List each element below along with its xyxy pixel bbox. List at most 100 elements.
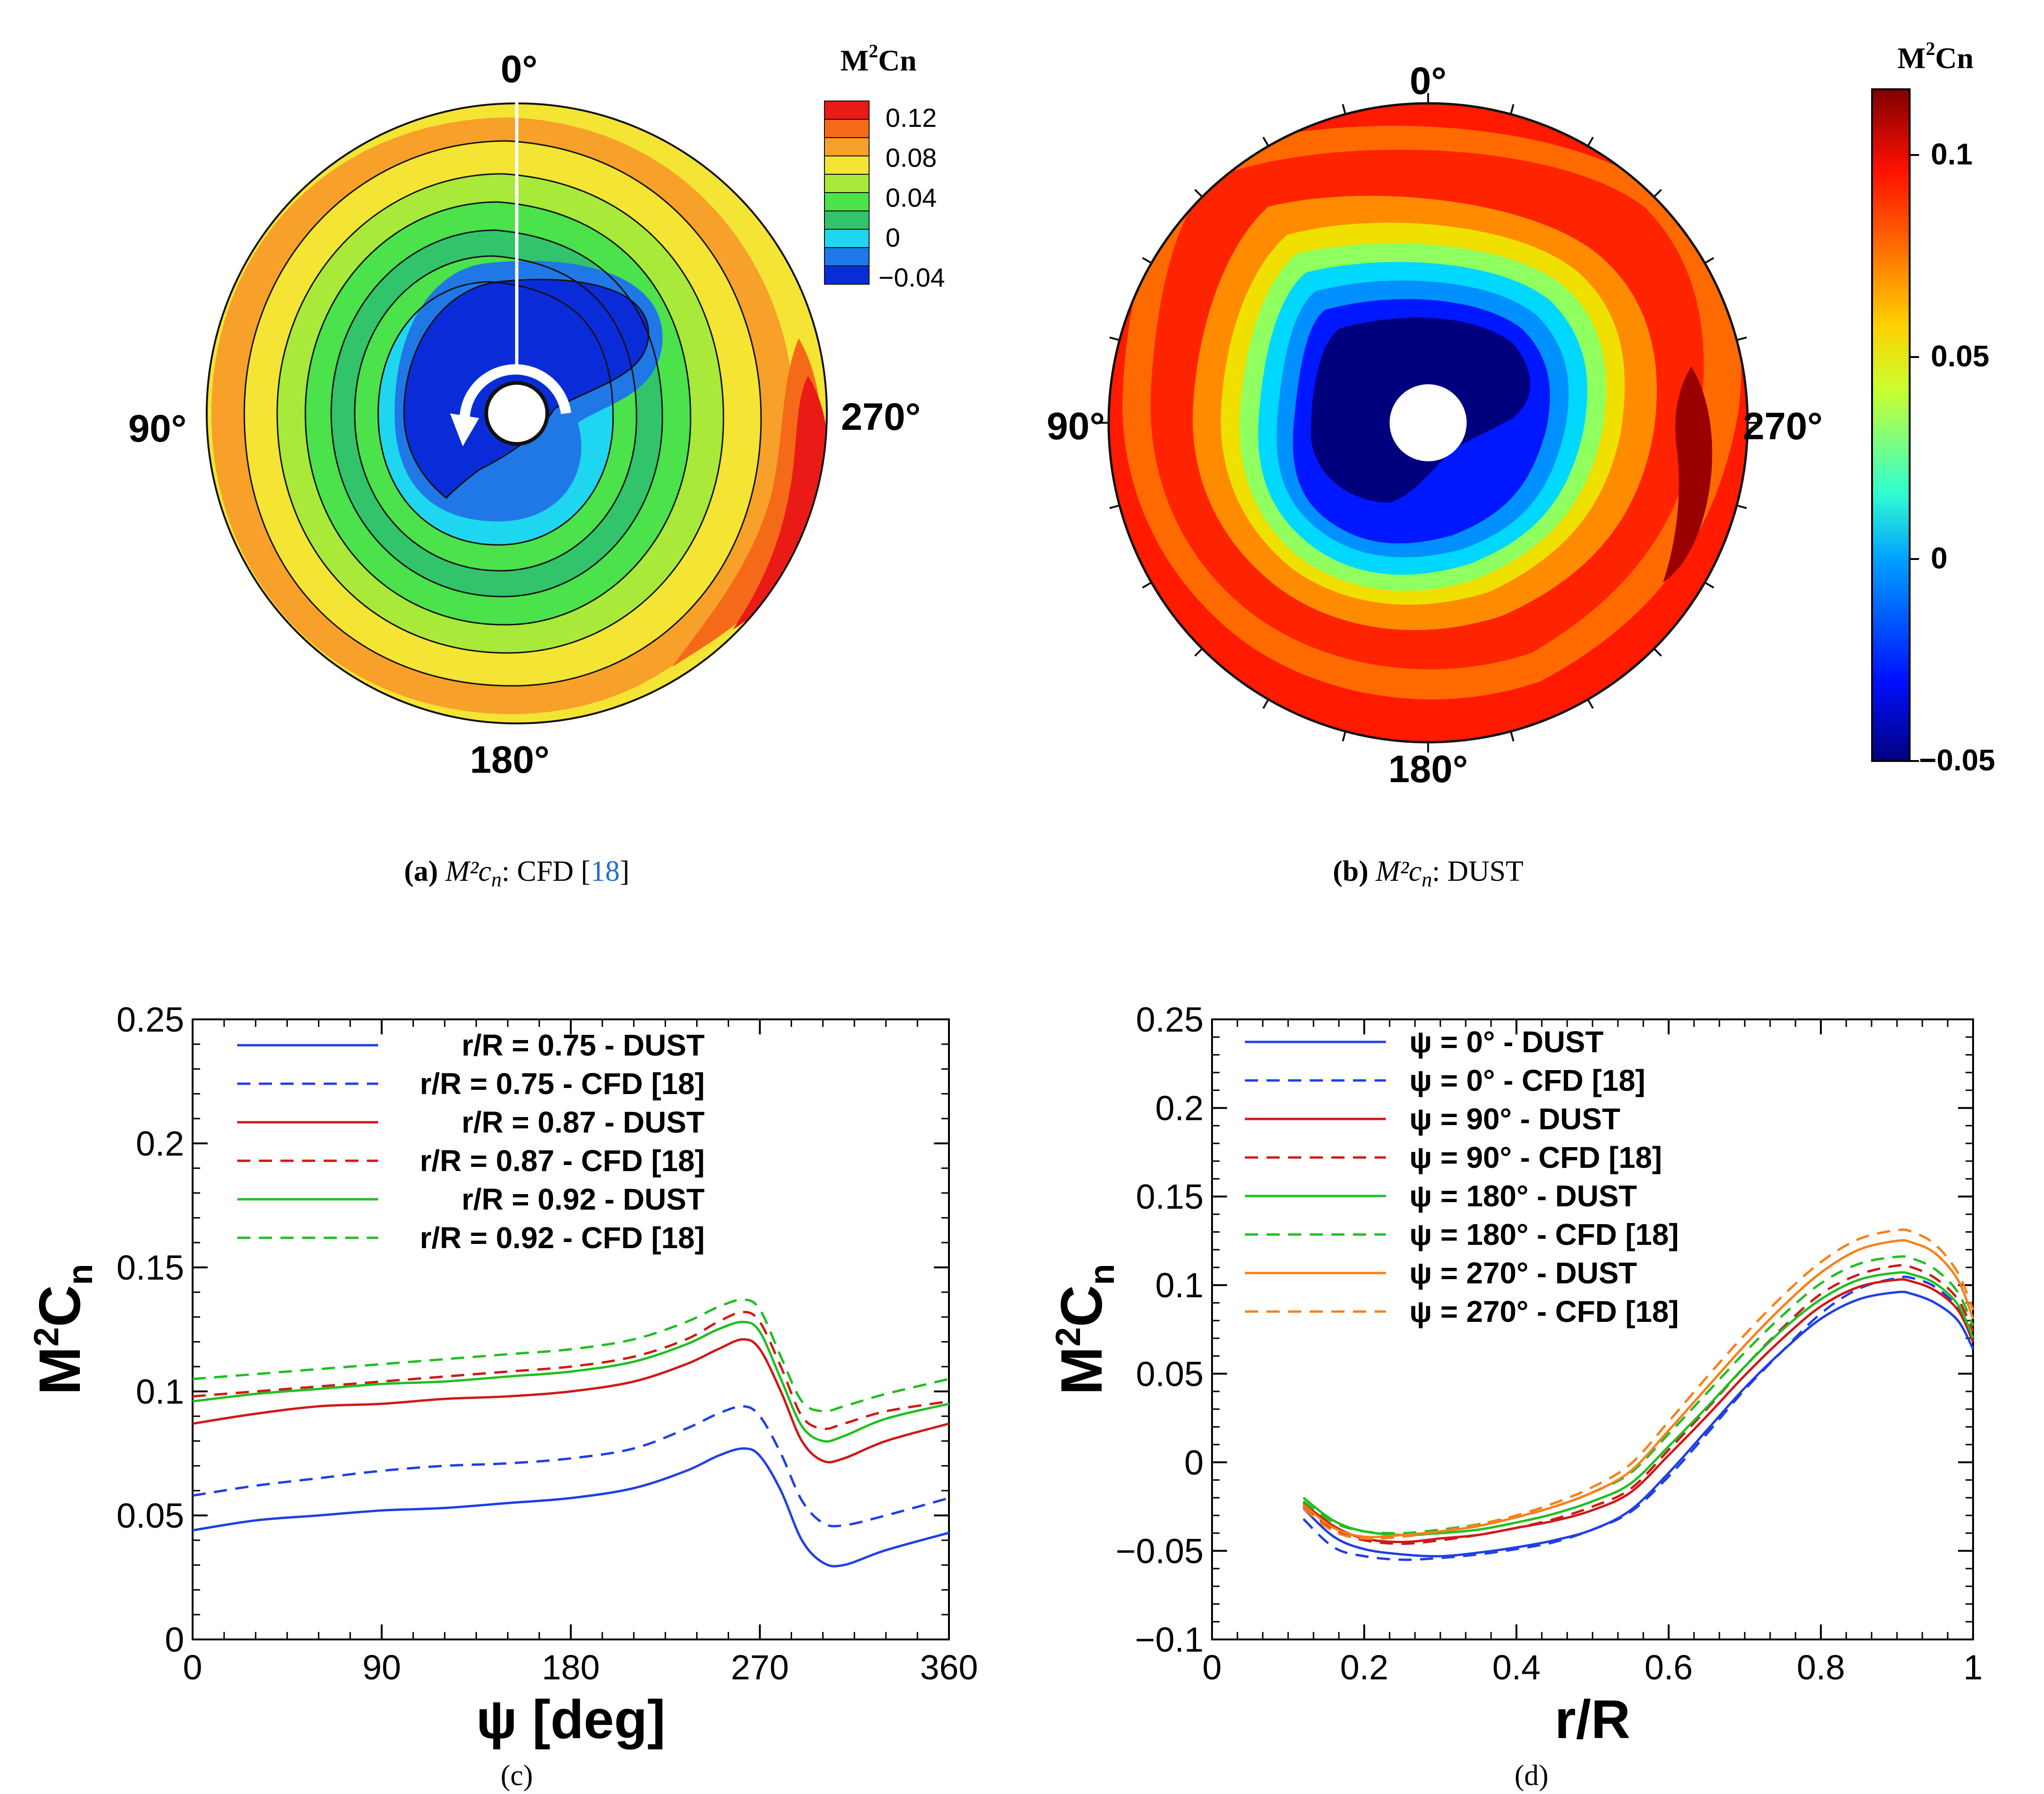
c-legend-label-1: r/R = 0.75 - CFD [18]	[420, 1067, 705, 1101]
d-series-line-6	[1302, 1239, 1974, 1538]
d-legend-label-3: ψ = 90° - CFD [18]	[1409, 1141, 1662, 1174]
panel-b-cbar-tick-3: −0.05	[1919, 743, 1995, 777]
panel-b-tick-mark	[1653, 648, 1662, 657]
d-series-line-5	[1302, 1255, 1974, 1535]
d-x-tick-label: 0.6	[1645, 1648, 1693, 1687]
d-series-line-3	[1302, 1264, 1974, 1545]
panel-a-rotation-arrow	[459, 364, 571, 428]
panel-b-tick-mark	[1587, 699, 1594, 709]
panel-b-colorbar-gradient	[1871, 88, 1911, 762]
d-legend-label-5: ψ = 180° - CFD [18]	[1409, 1218, 1679, 1251]
d-series-line-2	[1302, 1278, 1974, 1544]
panel-d-y-axis-label: M2Cn	[1049, 1264, 1121, 1395]
panel-d-x-axis-label: r/R	[1554, 1689, 1630, 1750]
d-series-line-7	[1302, 1228, 1974, 1540]
d-legend-label-6: ψ = 270° - DUST	[1409, 1256, 1637, 1290]
c-legend-label-4: r/R = 0.92 - DUST	[462, 1182, 705, 1216]
panel-b-tick-mark	[1736, 505, 1747, 509]
panel-b-tick-mark	[1262, 699, 1269, 709]
panel-b-tick-mark	[1194, 189, 1203, 198]
panel-b-label-180: 180°	[1388, 748, 1468, 791]
panel-d-caption: (d)	[1515, 1760, 1548, 1792]
panel-a-colorbar-title: M2Cn	[840, 40, 917, 77]
panel-b-tick-mark	[1510, 731, 1515, 742]
panel-b-tick-mark	[1342, 104, 1346, 115]
panel-b-tick-mark	[1142, 582, 1152, 589]
c-y-tick-label: 0	[165, 1620, 184, 1659]
panel-b-hub	[1390, 384, 1467, 461]
panel-c-caption: (c)	[501, 1760, 533, 1792]
c-x-tick-label: 180	[542, 1648, 599, 1687]
panel-a-cbar-tick-4: −0.04	[878, 263, 945, 292]
c-series-line-2	[192, 1338, 949, 1464]
panel-b-label-270: 270°	[1743, 405, 1823, 448]
d-y-tick-label: 0.05	[1136, 1354, 1204, 1393]
panel-c-x-axis-label: ψ [deg]	[476, 1689, 665, 1750]
panel-a-contour-lines	[243, 140, 762, 687]
c-y-tick-label: 0.15	[117, 1248, 184, 1287]
panel-a-label-90: 90°	[128, 407, 187, 450]
c-legend-label-0: r/R = 0.75 - DUST	[462, 1028, 705, 1062]
panel-c-series	[192, 1298, 949, 1568]
panel-a-label-270: 270°	[841, 396, 921, 438]
c-x-tick-label: 360	[920, 1648, 978, 1687]
panel-a-cbar-tick-1: 0.08	[886, 143, 937, 172]
panel-a-polar-contour: 0° 90° 180° 270° M2Cn 0.12 0.08 0.04 0 −…	[128, 40, 945, 891]
panel-b-polar-contour: 0° 90° 180° 270° M2Cn 0.1 0.05 0 −0.05 (…	[1047, 38, 1995, 891]
panel-a-hub	[484, 381, 549, 446]
panel-b-tick-mark	[1262, 137, 1269, 147]
d-x-tick-label: 0.2	[1340, 1648, 1389, 1687]
c-legend-label-2: r/R = 0.87 - DUST	[462, 1105, 705, 1139]
d-legend-label-0: ψ = 0° - DUST	[1409, 1025, 1603, 1059]
panel-b-label-90: 90°	[1047, 405, 1105, 448]
panel-b-tick-mark	[1736, 336, 1747, 341]
panel-a-colorbar-swatch	[824, 265, 870, 285]
panel-b-tick-mark	[1704, 582, 1714, 589]
panel-d-line-chart: 0 0.2 0.4 0.6 0.8 1 −0.1 −0.05 0 0.05 0.1 0.15 0.2 0.…	[1049, 1000, 1983, 1792]
panel-c-legend: r/R = 0.75 - DUST r/R = 0.75 - CFD [18] r/…	[237, 1028, 705, 1255]
panel-a-colorbar-swatch	[824, 119, 870, 138]
panel-d-series	[1302, 1228, 1974, 1561]
panel-a-colorbar-swatch	[824, 101, 870, 120]
d-y-tick-label: 0.15	[1136, 1177, 1204, 1216]
d-y-tick-label: 0	[1184, 1443, 1204, 1482]
d-series-line-1	[1302, 1275, 1974, 1561]
panel-a-colorbar-swatch	[824, 229, 870, 248]
panel-a-colorbar-swatch	[824, 210, 870, 230]
panel-c-axes: 0 90 180 270 360 0 0.05 0.1 0.15 0.2 0.25	[117, 1000, 978, 1687]
c-series-line-1	[192, 1405, 949, 1528]
d-y-tick-label: 0.1	[1155, 1266, 1204, 1305]
c-y-tick-label: 0.25	[117, 1000, 184, 1039]
panel-a-cbar-tick-3: 0	[886, 223, 900, 252]
panel-a-colorbar: M2Cn 0.12 0.08 0.04 0 −0.04	[824, 40, 945, 292]
panel-b-tick-mark	[1653, 189, 1662, 198]
panel-b-azimuth-ticks	[1098, 93, 1758, 753]
panel-b-contour-bands	[1109, 103, 1748, 742]
panel-b-tick-mark	[1587, 137, 1594, 147]
panel-b-tick-mark	[1142, 257, 1152, 264]
d-y-tick-label: 0.25	[1136, 1000, 1204, 1039]
d-x-tick-label: 0.4	[1492, 1648, 1541, 1687]
d-legend-label-4: ψ = 180° - DUST	[1409, 1179, 1637, 1213]
c-series-line-0	[192, 1447, 949, 1568]
panel-b-tick-mark	[1342, 731, 1346, 742]
c-y-tick-label: 0.1	[136, 1372, 184, 1411]
panel-a-colorbar-swatch	[824, 247, 870, 266]
panel-b-tick-mark	[1510, 104, 1515, 115]
panel-b-colorbar-title: M2Cn	[1897, 38, 1974, 75]
panel-b-tick-mark	[1194, 648, 1203, 657]
panel-a-colorbar-swatches	[824, 101, 870, 285]
panel-a-band-11-red	[733, 376, 827, 629]
panel-a-label-180: 180°	[470, 738, 550, 781]
c-legend-label-5: r/R = 0.92 - CFD [18]	[420, 1221, 705, 1255]
c-x-tick-label: 90	[362, 1648, 401, 1687]
panel-a-cbar-tick-2: 0.04	[886, 183, 937, 212]
panel-a-colorbar-swatch	[824, 137, 870, 156]
panel-b-label-0: 0°	[1410, 60, 1446, 102]
c-x-tick-label: 270	[731, 1648, 789, 1687]
panel-d-axes: 0 0.2 0.4 0.6 0.8 1 −0.1 −0.05 0 0.05 0.1 0.15 0.2 0.…	[1116, 1000, 1983, 1687]
c-x-tick-label: 0	[183, 1648, 202, 1687]
panel-b-tick-mark	[1704, 257, 1714, 264]
c-legend-label-3: r/R = 0.87 - CFD [18]	[420, 1144, 705, 1178]
